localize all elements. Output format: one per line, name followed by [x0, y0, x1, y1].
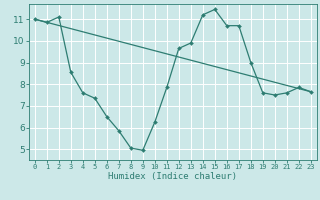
X-axis label: Humidex (Indice chaleur): Humidex (Indice chaleur): [108, 172, 237, 181]
